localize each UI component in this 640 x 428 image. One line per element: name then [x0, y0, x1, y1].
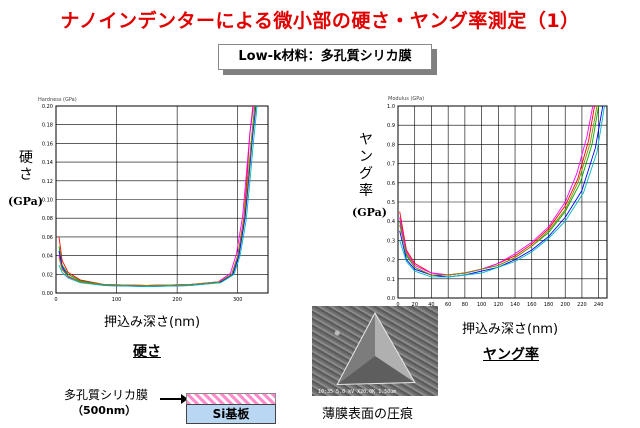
x-tick-label: 40 [428, 302, 434, 308]
film-label: 多孔質シリカ膜 [64, 388, 149, 402]
page-title: ナノインデンターによる微小部の硬さ・ヤング率測定（1） [60, 10, 580, 32]
modulus-caption: ヤング率 [483, 347, 539, 363]
x-tick-label: 140 [510, 302, 520, 308]
sem-caption: 薄膜表面の圧痕 [322, 407, 414, 422]
x-tick-label: 120 [494, 302, 504, 308]
x-tick-label: 240 [594, 302, 604, 308]
series-line [399, 105, 598, 276]
y-tick-label: 0.16 [42, 141, 53, 147]
y-tick-label: 0.10 [42, 198, 53, 204]
y-tick-label: 0.1 [387, 277, 395, 283]
subtitle-box: Low-k材料：多孔質シリカ膜 [218, 44, 432, 70]
x-tick-label: 300 [233, 297, 243, 303]
x-tick-label: 160 [527, 302, 537, 308]
film-arrow-icon [160, 394, 188, 404]
x-tick-label: 180 [544, 302, 554, 308]
modulus-xlabel: 押込み深さ(nm) [462, 322, 559, 337]
x-tick-label: 100 [112, 297, 122, 303]
y-tick-label: 0.9 [387, 123, 395, 129]
x-tick-label: 220 [577, 302, 587, 308]
y-tick-label: 0.20 [42, 104, 53, 110]
y-tick-label: 0.04 [42, 254, 53, 260]
y-tick-label: 0.02 [42, 272, 53, 278]
x-tick-label: 200 [560, 302, 570, 308]
series-line [58, 105, 256, 286]
y-tick-label: 0.14 [42, 160, 53, 166]
modulus-small-ylabel: Modulus (GPa) [388, 96, 425, 102]
x-tick-label: 0 [54, 297, 57, 303]
hardness-caption: 硬さ [133, 344, 161, 360]
hardness-xlabel: 押込み深さ(nm) [104, 315, 201, 330]
si-substrate: Si基板 [186, 404, 276, 424]
hardness-unit: (GPa) [8, 195, 43, 208]
series-line [399, 105, 605, 278]
y-tick-label: 0.12 [42, 179, 53, 185]
y-tick-label: 0.3 [387, 238, 395, 244]
y-tick-label: 0.5 [387, 200, 395, 206]
triangular-indent-icon [336, 311, 416, 386]
x-tick-label: 0 [396, 302, 399, 308]
y-tick-label: 0.08 [42, 216, 53, 222]
y-tick-label: 0.6 [387, 181, 395, 187]
y-tick-label: 0.7 [387, 162, 395, 168]
modulus-unit: (GPa) [352, 206, 387, 219]
sem-image: 10:35 5.0 kV X20.0K 1.50um [312, 306, 438, 396]
y-tick-label: 0.4 [387, 219, 395, 225]
y-tick-label: 0.06 [42, 235, 53, 241]
x-tick-label: 60 [445, 302, 451, 308]
y-tick-label: 0.2 [387, 258, 395, 264]
x-tick-label: 80 [462, 302, 468, 308]
sem-info: 10:35 5.0 kV X20.0K 1.50um [318, 389, 397, 395]
modulus-ylabel: ヤング率 [359, 132, 373, 199]
y-tick-label: 0.00 [42, 291, 53, 297]
y-tick-label: 1.0 [387, 104, 395, 110]
x-tick-label: 200 [172, 297, 182, 303]
series-line [58, 105, 258, 287]
x-tick-label: 20 [412, 302, 418, 308]
y-tick-label: 0.18 [42, 123, 53, 129]
film-thickness: （500nm） [72, 404, 137, 417]
hardness-small-ylabel: Hardness (GPa) [38, 97, 77, 103]
hardness-ylabel: 硬さ [19, 150, 33, 183]
y-tick-label: 0.0 [387, 296, 395, 302]
series-line [399, 105, 594, 276]
x-tick-label: 100 [477, 302, 487, 308]
y-tick-label: 0.8 [387, 142, 395, 148]
